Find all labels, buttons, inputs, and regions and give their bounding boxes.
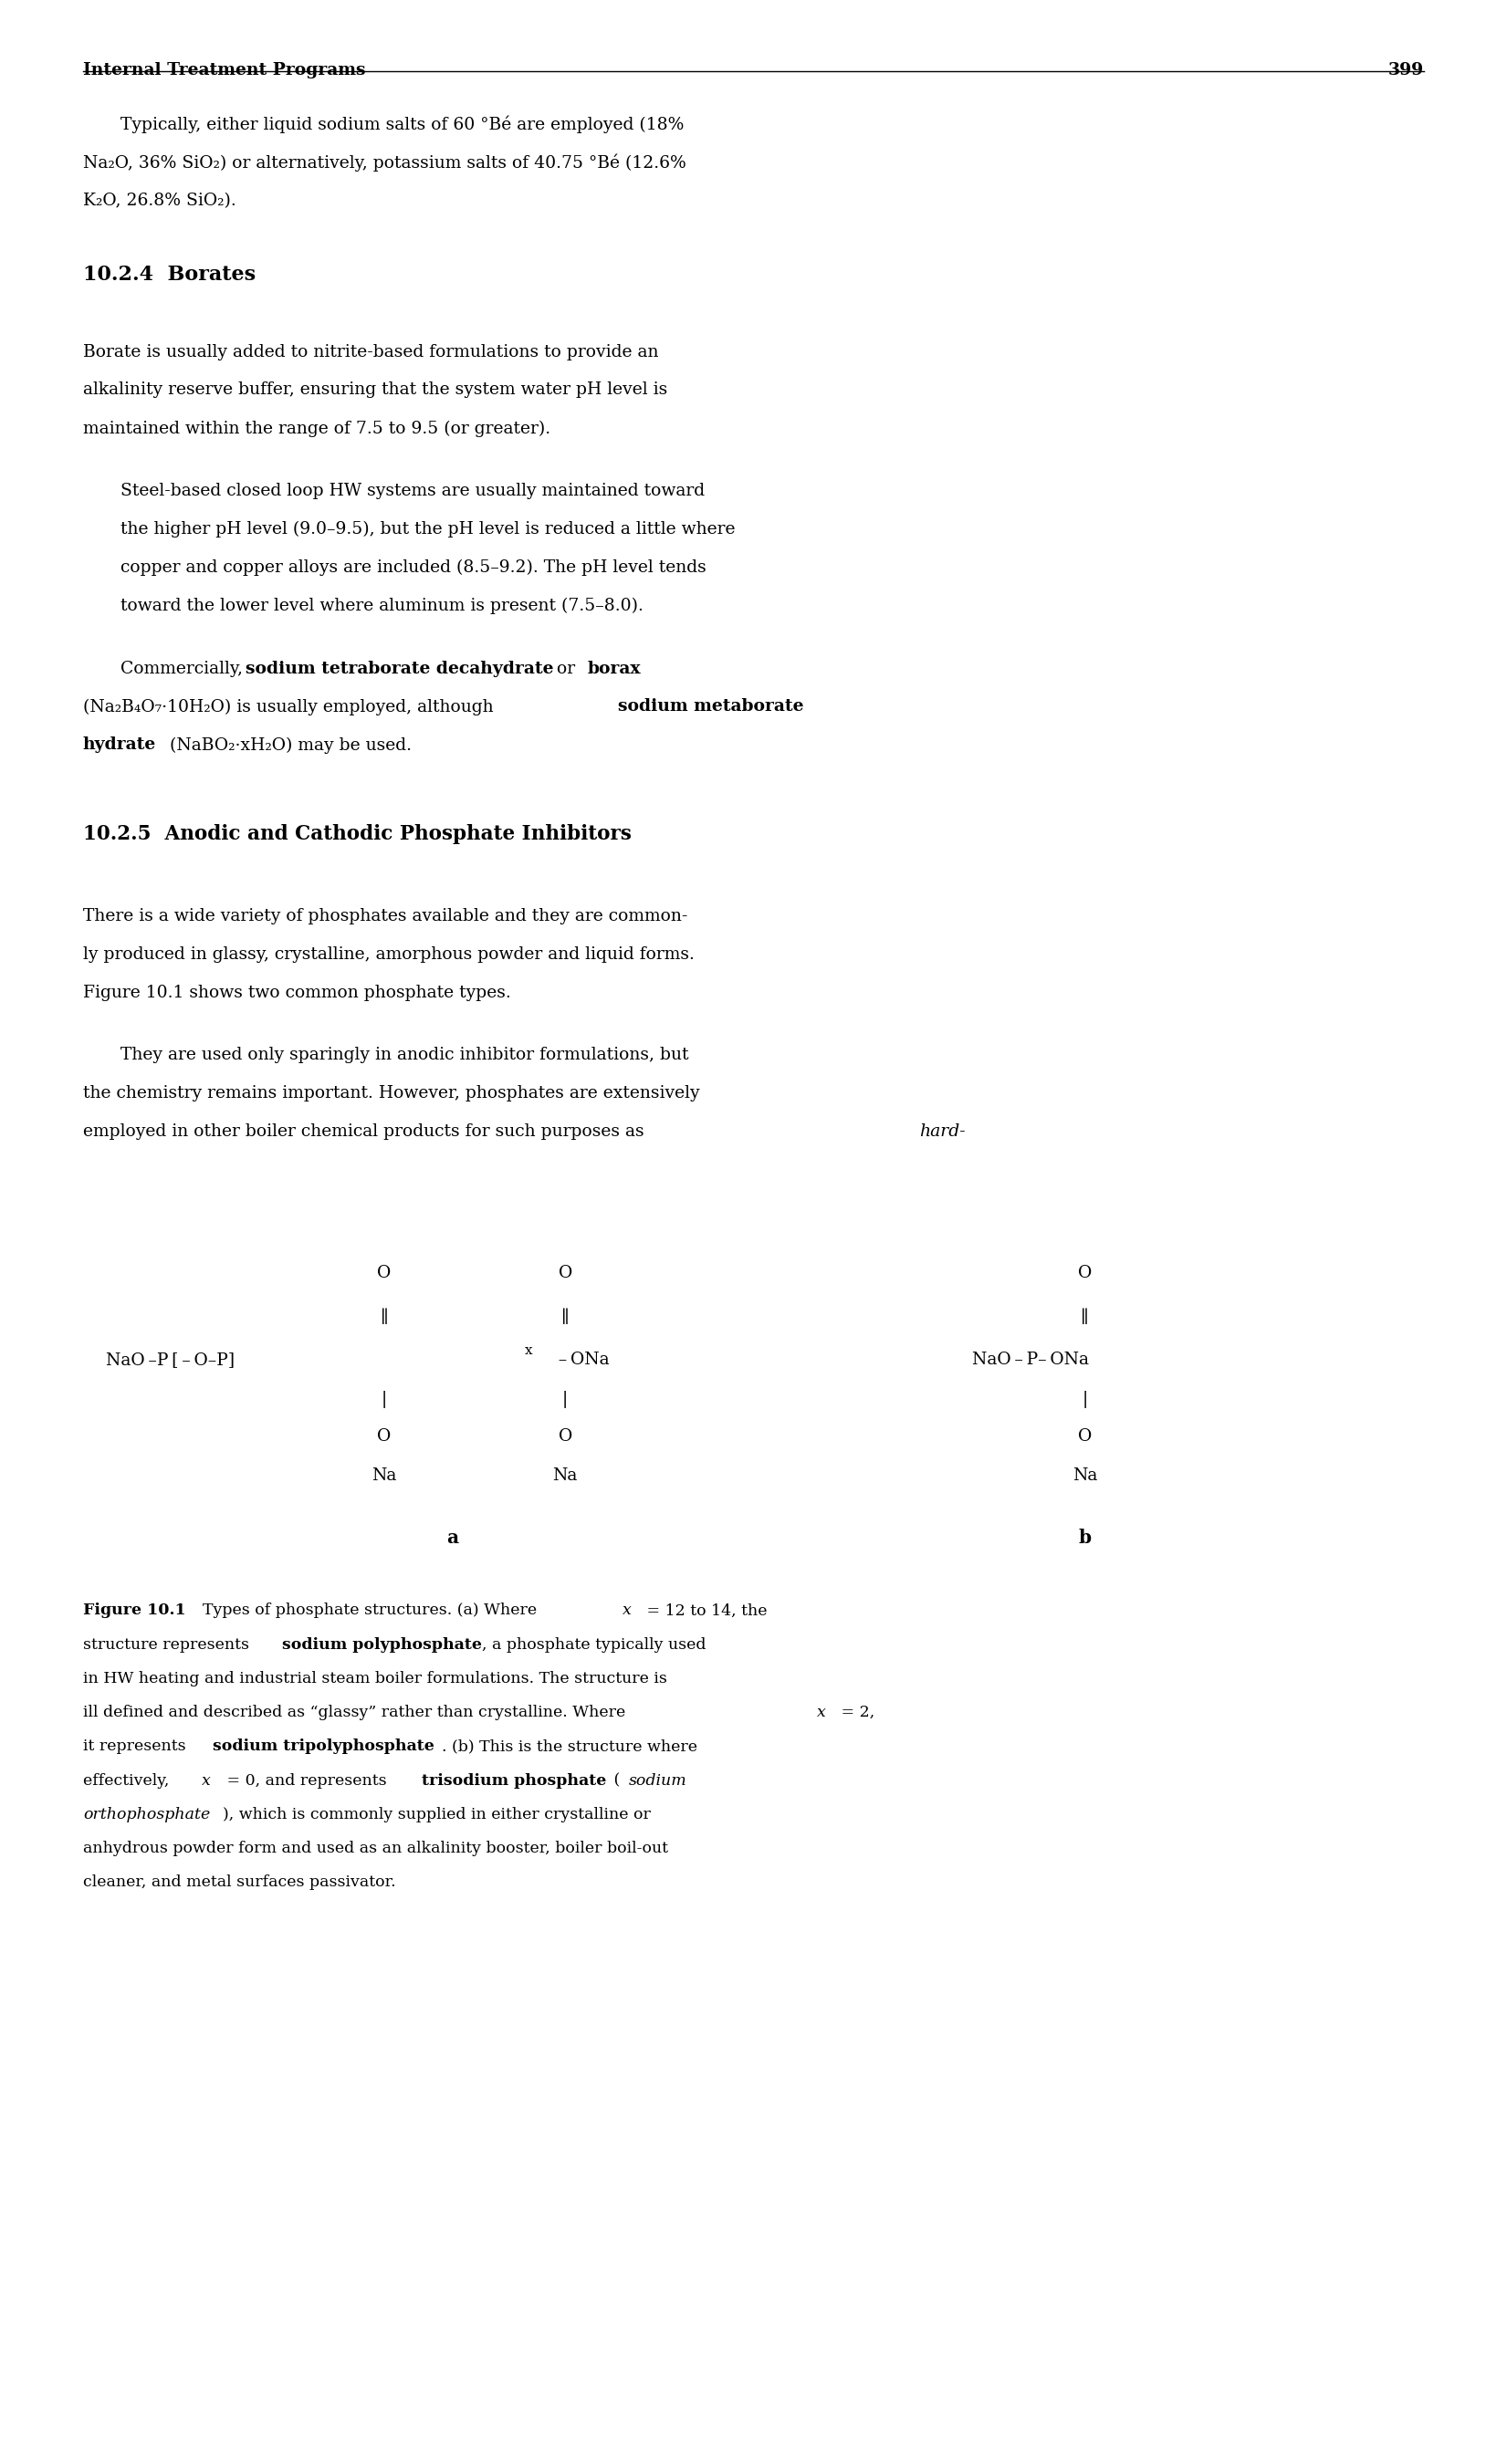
Text: – ONa: – ONa [555, 1350, 609, 1368]
Text: (Na₂B₄O₇·10H₂O) is usually employed, although: (Na₂B₄O₇·10H₂O) is usually employed, alt… [83, 697, 499, 715]
Text: O: O [1078, 1427, 1093, 1444]
Text: NaO – P– ONa: NaO – P– ONa [972, 1350, 1090, 1368]
Text: Typically, either liquid sodium salts of 60 °Bé are employed (18%: Typically, either liquid sodium salts of… [121, 116, 684, 133]
Text: ill defined and described as “glassy” rather than crystalline. Where: ill defined and described as “glassy” ra… [83, 1705, 630, 1720]
Text: Steel-based closed loop HW systems are usually maintained toward: Steel-based closed loop HW systems are u… [121, 483, 705, 500]
Text: anhydrous powder form and used as an alkalinity booster, boiler boil-out: anhydrous powder form and used as an alk… [83, 1841, 668, 1855]
Text: , a phosphate typically used: , a phosphate typically used [482, 1636, 707, 1653]
Text: toward the lower level where aluminum is present (7.5–8.0).: toward the lower level where aluminum is… [121, 596, 643, 614]
Text: sodium tripolyphosphate: sodium tripolyphosphate [212, 1740, 434, 1754]
Text: Types of phosphate structures. (a) Where: Types of phosphate structures. (a) Where [193, 1602, 543, 1619]
Text: b: b [1079, 1528, 1091, 1547]
Text: Commercially,: Commercially, [121, 660, 249, 678]
Text: structure represents: structure represents [83, 1636, 255, 1653]
Text: sodium polyphosphate: sodium polyphosphate [282, 1636, 482, 1653]
Text: a: a [446, 1528, 458, 1547]
Text: orthophosphate: orthophosphate [83, 1806, 209, 1823]
Text: Figure 10.1: Figure 10.1 [83, 1602, 185, 1619]
Text: x: x [524, 1343, 532, 1358]
Text: ∥: ∥ [380, 1308, 389, 1326]
Text: ly produced in glassy, crystalline, amorphous powder and liquid forms.: ly produced in glassy, crystalline, amor… [83, 946, 695, 963]
Text: sodium: sodium [628, 1772, 687, 1789]
Text: hydrate: hydrate [83, 737, 157, 754]
Text: in HW heating and industrial steam boiler formulations. The structure is: in HW heating and industrial steam boile… [83, 1671, 668, 1685]
Text: 10.2.5  Anodic and Cathodic Phosphate Inhibitors: 10.2.5 Anodic and Cathodic Phosphate Inh… [83, 823, 631, 845]
Text: Na: Na [553, 1466, 577, 1483]
Text: x: x [622, 1602, 631, 1619]
Text: Borate is usually added to nitrite-based formulations to provide an: Borate is usually added to nitrite-based… [83, 345, 659, 360]
Text: ), which is commonly supplied in either crystalline or: ), which is commonly supplied in either … [223, 1806, 651, 1823]
Text: = 0, and represents: = 0, and represents [222, 1772, 392, 1789]
Text: cleaner, and metal surfaces passivator.: cleaner, and metal surfaces passivator. [83, 1875, 396, 1890]
Text: the chemistry remains important. However, phosphates are extensively: the chemistry remains important. However… [83, 1084, 699, 1101]
Text: sodium tetraborate decahydrate: sodium tetraborate decahydrate [246, 660, 553, 678]
Text: O: O [377, 1264, 392, 1281]
Text: ∥: ∥ [561, 1308, 570, 1326]
Text: alkalinity reserve buffer, ensuring that the system water pH level is: alkalinity reserve buffer, ensuring that… [83, 382, 668, 399]
Text: Na: Na [372, 1466, 396, 1483]
Text: Internal Treatment Programs: Internal Treatment Programs [83, 62, 365, 79]
Text: the higher pH level (9.0–9.5), but the pH level is reduced a little where: the higher pH level (9.0–9.5), but the p… [121, 520, 735, 537]
Text: borax: borax [588, 660, 642, 678]
Text: . (b) This is the structure where: . (b) This is the structure where [442, 1740, 698, 1754]
Text: hard-: hard- [919, 1124, 966, 1141]
Text: x: x [817, 1705, 826, 1720]
Text: There is a wide variety of phosphates available and they are common-: There is a wide variety of phosphates av… [83, 907, 687, 924]
Text: O: O [1078, 1264, 1093, 1281]
Text: O: O [558, 1264, 573, 1281]
Text: (: ( [609, 1772, 619, 1789]
Text: or: or [552, 660, 580, 678]
Text: = 12 to 14, the: = 12 to 14, the [642, 1602, 767, 1619]
Text: employed in other boiler chemical products for such purposes as: employed in other boiler chemical produc… [83, 1124, 650, 1141]
Text: Na: Na [1073, 1466, 1097, 1483]
Text: it represents: it represents [83, 1740, 191, 1754]
Text: copper and copper alloys are included (8.5–9.2). The pH level tends: copper and copper alloys are included (8… [121, 559, 707, 577]
Text: Figure 10.1 shows two common phosphate types.: Figure 10.1 shows two common phosphate t… [83, 983, 511, 1000]
Text: maintained within the range of 7.5 to 9.5 (or greater).: maintained within the range of 7.5 to 9.… [83, 419, 550, 436]
Text: They are used only sparingly in anodic inhibitor formulations, but: They are used only sparingly in anodic i… [121, 1047, 689, 1064]
Text: O: O [377, 1427, 392, 1444]
Text: |: | [562, 1390, 568, 1409]
Text: effectively,: effectively, [83, 1772, 173, 1789]
Text: Na₂O, 36% SiO₂) or alternatively, potassium salts of 40.75 °Bé (12.6%: Na₂O, 36% SiO₂) or alternatively, potass… [83, 153, 686, 172]
Text: |: | [381, 1390, 387, 1409]
Text: = 2,: = 2, [836, 1705, 876, 1720]
Text: (NaBO₂·xH₂O) may be used.: (NaBO₂·xH₂O) may be used. [164, 737, 411, 754]
Text: O: O [558, 1427, 573, 1444]
Text: x: x [202, 1772, 211, 1789]
Text: ∥: ∥ [1081, 1308, 1090, 1326]
Text: |: | [1082, 1390, 1088, 1409]
Text: NaO –P [ – O–P]: NaO –P [ – O–P] [105, 1350, 234, 1368]
Text: sodium metaborate: sodium metaborate [618, 697, 803, 715]
Text: 399: 399 [1388, 62, 1424, 79]
Text: trisodium phosphate: trisodium phosphate [422, 1772, 607, 1789]
Text: 10.2.4  Borates: 10.2.4 Borates [83, 266, 256, 286]
Text: K₂O, 26.8% SiO₂).: K₂O, 26.8% SiO₂). [83, 192, 237, 209]
